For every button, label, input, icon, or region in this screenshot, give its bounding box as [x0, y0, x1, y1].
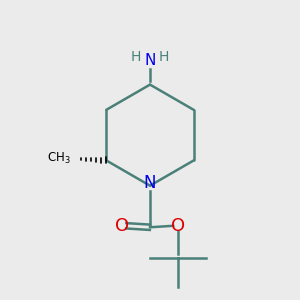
- Text: CH$_3$: CH$_3$: [47, 152, 71, 166]
- Text: N: N: [144, 53, 156, 68]
- Text: N: N: [144, 174, 156, 192]
- Text: O: O: [171, 217, 185, 235]
- Text: H: H: [130, 50, 141, 64]
- Text: O: O: [115, 217, 129, 235]
- Text: H: H: [159, 50, 169, 64]
